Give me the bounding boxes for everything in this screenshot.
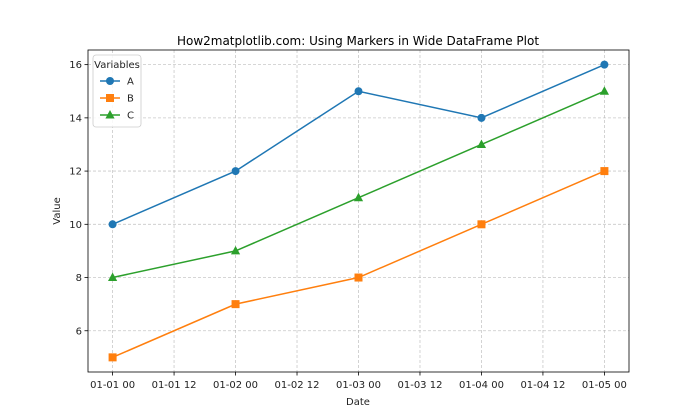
x-tick-label: 01-02 12	[275, 380, 320, 391]
series-b-point	[477, 220, 486, 229]
series-c-line	[112, 90, 605, 279]
series-b-point	[108, 353, 117, 362]
legend-b-label: B	[127, 94, 134, 105]
grid-lines	[88, 50, 629, 372]
y-tick-label: 10	[69, 220, 82, 231]
x-tick-label: 01-05 00	[582, 380, 627, 391]
series-a-point	[108, 220, 117, 229]
legend: Variables ABC	[92, 54, 142, 128]
x-tick-label: 01-01 12	[152, 380, 197, 391]
y-tick-label: 14	[69, 113, 82, 124]
x-tick-label: 01-02 00	[213, 380, 258, 391]
x-tick-label: 01-04 00	[459, 380, 504, 391]
legend-item-a: A	[100, 77, 134, 88]
series-b-point	[354, 273, 363, 282]
plot-series	[107, 60, 610, 362]
y-tick-label: 8	[76, 273, 82, 284]
series-b-point	[600, 167, 609, 176]
series-b	[108, 167, 609, 362]
legend-b-marker	[106, 94, 114, 102]
chart-title: How2matplotlib.com: Using Markers in Wid…	[177, 34, 539, 48]
legend-items: ABC	[100, 77, 134, 122]
series-b-point	[231, 300, 240, 309]
x-tick-label: 01-04 12	[520, 380, 565, 391]
series-a-point	[477, 113, 486, 122]
y-axis-ticks: 6 8 10 12 14 16	[69, 60, 88, 337]
x-tick-label: 01-01 00	[90, 380, 135, 391]
x-tick-label: 01-03 00	[336, 380, 381, 391]
legend-frame	[92, 54, 142, 128]
series-a	[108, 60, 609, 229]
legend-title: Variables	[94, 60, 140, 71]
legend-item-b: B	[100, 94, 134, 105]
series-a-point	[354, 87, 363, 96]
legend-a-marker	[106, 77, 114, 85]
series-c-point	[107, 272, 118, 282]
y-tick-label: 12	[69, 167, 82, 178]
series-c-point	[353, 192, 364, 202]
x-axis-label: Date	[346, 397, 370, 408]
series-c-point	[599, 86, 610, 95]
y-tick-label: 16	[69, 60, 82, 71]
y-axis-label: Value	[52, 197, 63, 224]
legend-item-c: C	[100, 110, 134, 122]
x-axis-ticks: 01-01 00 01-01 12 01-02 00 01-02 12 01-03 00…	[90, 372, 627, 391]
legend-a-label: A	[127, 77, 134, 88]
x-tick-label: 01-03 12	[397, 380, 442, 391]
legend-c-marker	[105, 110, 115, 119]
series-c	[107, 86, 610, 282]
series-c-point	[230, 245, 241, 255]
series-a-point	[231, 167, 240, 176]
series-c-point	[476, 139, 487, 148]
legend-c-label: C	[127, 111, 134, 122]
series-a-point	[600, 60, 609, 69]
y-tick-label: 6	[76, 326, 82, 337]
